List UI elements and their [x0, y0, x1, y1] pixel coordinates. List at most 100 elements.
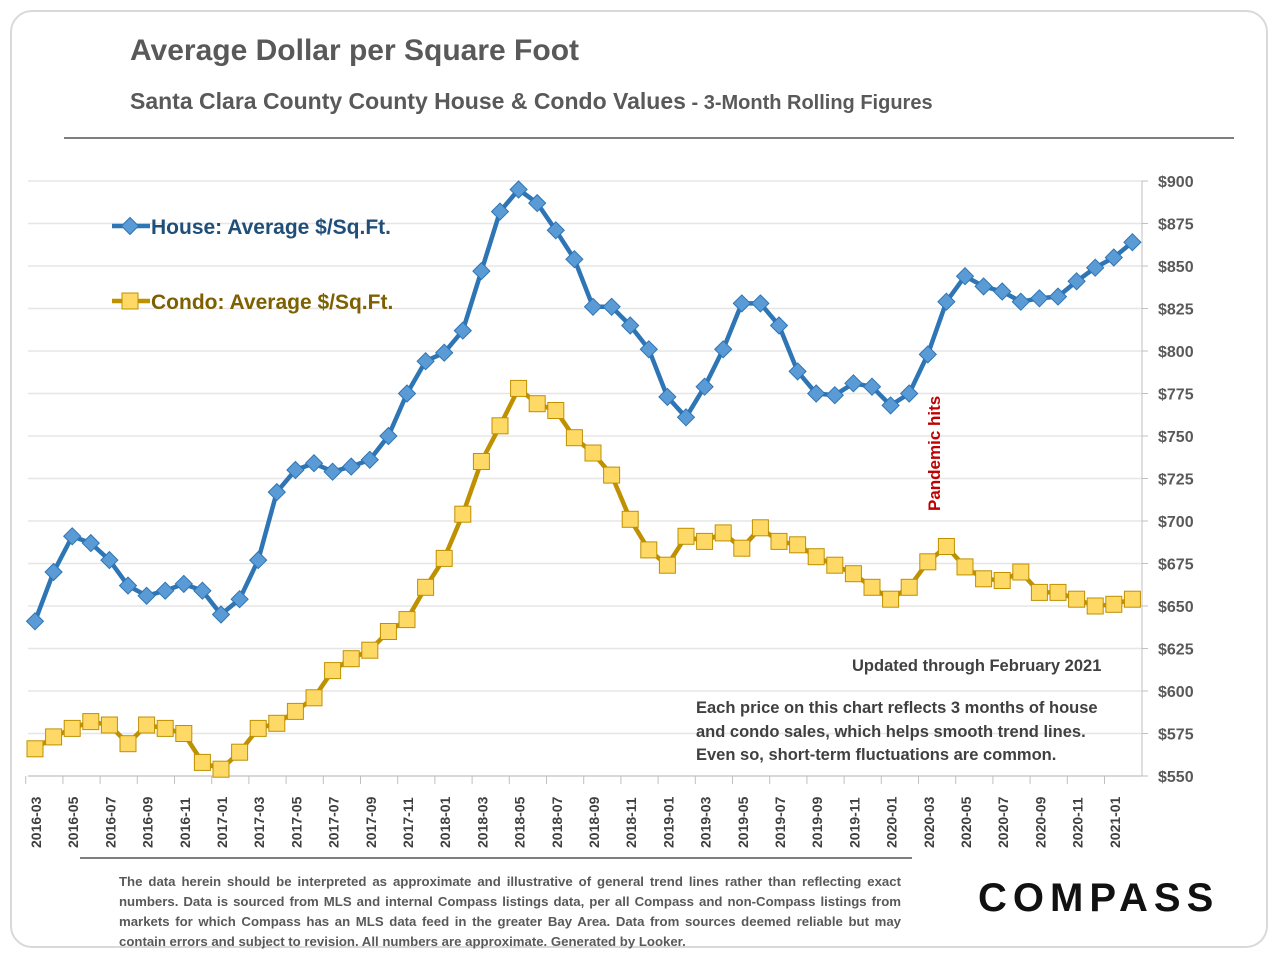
house-point	[435, 343, 454, 362]
condo-point	[584, 444, 602, 462]
legend-label: Condo: Average $/Sq.Ft.	[151, 291, 393, 314]
house-point	[918, 345, 937, 364]
house-point	[546, 221, 565, 240]
condo-point	[342, 650, 360, 668]
disclaimer: The data herein should be interpreted as…	[119, 874, 901, 949]
house-point	[118, 576, 138, 595]
condo-point	[63, 719, 81, 737]
condo-point	[510, 379, 528, 397]
house-point	[900, 384, 919, 403]
note-line: Each price on this chart reflects 3 mont…	[696, 699, 1098, 717]
condo-point	[1030, 583, 1048, 601]
condo-point	[1123, 590, 1141, 608]
condo-point	[249, 719, 267, 737]
house-point	[937, 292, 956, 311]
x-tick-label: 2017-11	[400, 797, 416, 848]
condo-point	[956, 558, 974, 576]
house-point	[639, 340, 658, 359]
x-tick-label: 2020-11	[1070, 797, 1086, 848]
x-tick-label: 2016-07	[102, 796, 118, 848]
x-tick-label: 2018-03	[474, 796, 490, 848]
house-point	[807, 384, 826, 403]
house-point	[732, 294, 751, 313]
condo-point	[696, 532, 714, 550]
condo-point	[658, 556, 676, 574]
compass-logo: COMPASS	[978, 876, 1220, 920]
x-tick-label: 2021-01	[1107, 796, 1123, 848]
condo-point	[733, 539, 751, 557]
y-tick-label: $625	[1158, 642, 1194, 659]
y-tick-label: $775	[1158, 387, 1194, 404]
y-tick-label: $825	[1158, 302, 1194, 319]
house-point	[63, 527, 82, 546]
condo-point	[212, 760, 230, 778]
condo-point	[138, 716, 156, 734]
condo-point	[900, 578, 918, 596]
condo-point	[751, 519, 769, 537]
house-point	[974, 277, 993, 296]
y-tick-label: $725	[1158, 472, 1194, 489]
house-point	[658, 387, 677, 407]
house-point	[1123, 233, 1142, 252]
y-tick-label: $875	[1158, 217, 1194, 234]
house-point	[714, 340, 733, 359]
condo-point	[807, 548, 825, 566]
x-tick-label: 2017-01	[214, 796, 230, 848]
updated-note: Updated through February 2021	[852, 657, 1102, 675]
condo-point	[361, 641, 379, 659]
condo-point	[528, 395, 546, 413]
condo-point	[714, 524, 732, 542]
house-point	[844, 374, 863, 393]
condo-point	[45, 728, 63, 746]
x-tick-label: 2019-11	[846, 797, 862, 848]
house-point	[44, 562, 63, 582]
house-point	[602, 297, 621, 316]
condo-point	[100, 716, 118, 734]
condo-point	[417, 578, 435, 596]
note-line: Even so, short-term fluctuations are com…	[696, 746, 1057, 764]
x-tick-label: 2019-07	[772, 796, 788, 848]
note-line: and condo sales, which helps smooth tren…	[696, 722, 1086, 741]
condo-point	[156, 719, 174, 737]
house-point	[621, 316, 640, 335]
condo-point	[677, 527, 695, 545]
house-point	[1048, 287, 1068, 306]
house-point	[1011, 292, 1030, 311]
x-tick-label: 2018-01	[437, 796, 453, 848]
condo-point	[621, 510, 639, 528]
x-tick-label: 2020-03	[921, 796, 937, 848]
footer-divider	[80, 857, 912, 859]
house-point	[881, 396, 900, 415]
x-tick-label: 2018-11	[623, 797, 639, 848]
legend-square-icon	[121, 292, 139, 310]
condo-point	[454, 505, 472, 523]
condo-point	[844, 565, 862, 583]
house-point	[993, 282, 1012, 301]
x-tick-label: 2020-05	[958, 796, 974, 848]
chart-title: Average Dollar per Square Foot	[130, 34, 580, 67]
condo-point	[993, 572, 1011, 589]
condo-point	[863, 578, 881, 596]
house-point	[769, 316, 789, 335]
condo-point	[1105, 595, 1123, 613]
house-point	[490, 202, 510, 221]
house-point	[323, 462, 342, 481]
house-point	[174, 574, 193, 594]
condo-point	[1068, 590, 1086, 608]
y-tick-label: $550	[1158, 769, 1194, 786]
condo-point	[1086, 597, 1104, 615]
condo-point	[547, 402, 565, 419]
house-point	[453, 321, 472, 340]
house-point	[862, 377, 882, 396]
house-point	[509, 180, 528, 199]
house-point	[565, 250, 584, 269]
house-point	[81, 533, 100, 553]
condo-point	[435, 549, 453, 567]
condo-point	[231, 743, 249, 761]
condo-point	[919, 553, 937, 571]
x-tick-label: 2017-05	[288, 796, 304, 848]
house-point	[304, 454, 324, 473]
condo-point	[286, 702, 304, 720]
subtitle-suffix: - 3-Month Rolling Figures	[685, 92, 933, 114]
